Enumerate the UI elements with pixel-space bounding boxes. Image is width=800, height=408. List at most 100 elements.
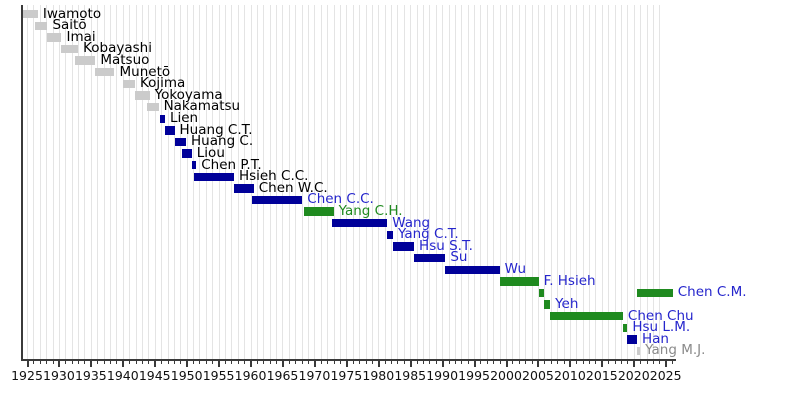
axis-minor-tick <box>391 361 393 364</box>
mayor-label-hsu-l-m[interactable]: Hsu L.M. <box>632 319 691 336</box>
year-gridline <box>301 5 303 360</box>
axis-minor-tick <box>333 361 335 364</box>
axis-major-tick <box>601 361 604 367</box>
axis-minor-tick <box>224 361 226 364</box>
year-gridline <box>327 5 329 360</box>
axis-tick-label: 1935 <box>74 368 107 383</box>
year-gridline <box>365 5 367 360</box>
axis-minor-tick <box>231 361 233 364</box>
year-gridline <box>237 5 239 360</box>
term-bar-iwamoto <box>23 10 38 19</box>
year-gridline <box>569 5 571 360</box>
axis-minor-tick <box>435 361 437 364</box>
mayor-label-chen-c-c[interactable]: Chen C.C. <box>307 191 374 208</box>
mayor-label-chen-p-t: Chen P.T. <box>201 156 262 173</box>
year-gridline <box>563 5 565 360</box>
mayor-label-wang[interactable]: Wang <box>392 214 431 231</box>
year-gridline <box>141 5 143 360</box>
year-gridline <box>416 5 418 360</box>
mayor-label-yang-c-t[interactable]: Yang C.T. <box>397 226 459 243</box>
mayor-label-chen-c-m[interactable]: Chen C.M. <box>677 284 747 301</box>
axis-minor-tick <box>301 361 303 364</box>
mayor-label-chen-chu[interactable]: Chen Chu <box>627 307 694 324</box>
year-gridline <box>269 5 271 360</box>
year-gridline <box>480 5 482 360</box>
axis-minor-tick <box>493 361 495 364</box>
mayor-label-imai: Imai <box>66 28 96 45</box>
axis-minor-tick <box>518 361 520 364</box>
axis-minor-tick <box>199 361 201 364</box>
year-gridline <box>295 5 297 360</box>
axis-tick-label: 1955 <box>202 368 235 383</box>
axis-minor-tick <box>499 361 501 364</box>
term-bar-chen-p-t <box>191 161 197 170</box>
mayor-label-munet: Munetō <box>119 63 171 80</box>
axis-minor-tick <box>97 361 99 364</box>
axis-minor-tick <box>544 361 546 364</box>
year-gridline <box>135 5 137 360</box>
year-gridline <box>620 5 622 360</box>
year-gridline <box>442 5 444 360</box>
mayor-label-wu[interactable]: Wu <box>504 261 527 278</box>
axis-tick-label: 1970 <box>298 368 331 383</box>
year-gridline <box>148 5 150 360</box>
year-gridline <box>429 5 431 360</box>
axis-major-tick <box>569 361 572 367</box>
year-gridline <box>601 5 603 360</box>
axis-minor-tick <box>403 361 405 364</box>
axis-tick-label: 2005 <box>522 368 554 383</box>
year-gridline <box>244 5 246 360</box>
year-gridline <box>589 5 591 360</box>
year-gridline <box>256 5 258 360</box>
axis-minor-tick <box>512 361 514 364</box>
axis-major-tick <box>218 361 221 367</box>
axis-minor-tick <box>352 361 354 364</box>
mayor-label-hsieh-c-c: Hsieh C.C. <box>238 168 309 185</box>
year-gridline <box>448 5 450 360</box>
axis-tick-label: 1945 <box>138 368 171 383</box>
year-gridline <box>352 5 354 360</box>
axis-minor-tick <box>461 361 463 364</box>
year-gridline <box>391 5 393 360</box>
year-gridline <box>288 5 290 360</box>
year-gridline <box>122 5 124 360</box>
axis-minor-tick <box>582 361 584 364</box>
y-axis-line <box>21 5 23 361</box>
mayor-label-yeh[interactable]: Yeh <box>555 295 579 312</box>
axis-major-tick <box>26 361 29 367</box>
term-bar-huang-c <box>174 137 187 147</box>
axis-major-tick <box>186 361 189 367</box>
year-gridline <box>46 5 48 360</box>
axis-minor-tick <box>244 361 246 364</box>
axis-major-tick <box>537 361 540 367</box>
axis-minor-tick <box>608 361 610 364</box>
mayor-label-nakamatsu: Nakamatsu <box>163 98 241 115</box>
axis-minor-tick <box>167 361 169 364</box>
axis-minor-tick <box>652 361 654 364</box>
mayor-label-yang-c-h[interactable]: Yang C.H. <box>338 202 403 219</box>
term-bar-kobayashi <box>60 44 79 54</box>
year-gridline <box>633 5 635 360</box>
axis-major-tick <box>281 361 284 367</box>
mayor-label-kobayashi: Kobayashi <box>83 40 152 57</box>
axis-minor-tick <box>371 361 373 364</box>
term-bar-kojima <box>122 79 135 89</box>
axis-minor-tick <box>397 361 399 364</box>
mayor-label-sait: Saitō <box>52 17 87 34</box>
mayor-label-su[interactable]: Su <box>450 249 468 266</box>
mayor-label-f-hsieh[interactable]: F. Hsieh <box>543 272 596 289</box>
term-bar-sait <box>34 21 48 30</box>
axis-minor-tick <box>454 361 456 364</box>
axis-minor-tick <box>384 361 386 364</box>
mayor-label-hsu-s-t[interactable]: Hsu S.T. <box>419 237 473 254</box>
axis-minor-tick <box>161 361 163 364</box>
axis-major-tick <box>313 361 316 367</box>
axis-minor-tick <box>263 361 265 364</box>
year-gridline <box>652 5 654 360</box>
mayor-label-han[interactable]: Han <box>641 330 669 347</box>
axis-minor-tick <box>320 361 322 364</box>
axis-minor-tick <box>359 361 361 364</box>
term-bar-wang <box>332 219 388 228</box>
axis-tick-label: 1975 <box>330 368 363 383</box>
axis-minor-tick <box>129 361 131 364</box>
